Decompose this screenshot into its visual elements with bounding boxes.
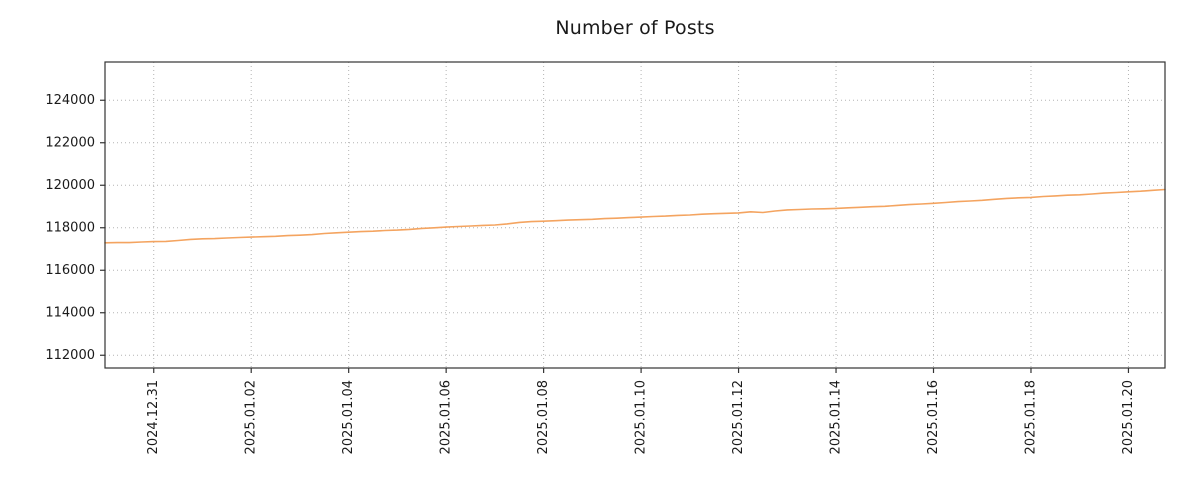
x-tick-label: 2025.01.04: [341, 380, 356, 454]
y-tick-label: 124000: [45, 93, 95, 108]
plot-border: [104, 61, 1166, 369]
y-tick-label: 112000: [45, 348, 95, 363]
x-tick-label: 2025.01.14: [829, 380, 844, 454]
x-tick-label: 2025.01.02: [244, 380, 259, 454]
y-tick-label: 118000: [45, 220, 95, 235]
y-tick-label: 120000: [45, 178, 95, 193]
x-tick-label: 2024.12.31: [146, 380, 161, 454]
x-tick-label: 2025.01.08: [536, 380, 551, 454]
x-tick-label: 2025.01.10: [634, 380, 649, 454]
x-tick-label: 2025.01.12: [731, 380, 746, 454]
chart-title: Number of Posts: [555, 17, 715, 39]
x-tick-label: 2025.01.18: [1023, 380, 1038, 454]
x-tick-label: 2025.01.16: [926, 380, 941, 454]
x-tick-label: 2025.01.20: [1121, 380, 1136, 454]
series-line-posts: [104, 188, 1166, 244]
y-tick-label: 116000: [45, 263, 95, 278]
y-tick-label: 114000: [45, 305, 95, 320]
y-tick-label: 122000: [45, 135, 95, 150]
x-tick-label: 2025.01.06: [439, 380, 454, 454]
